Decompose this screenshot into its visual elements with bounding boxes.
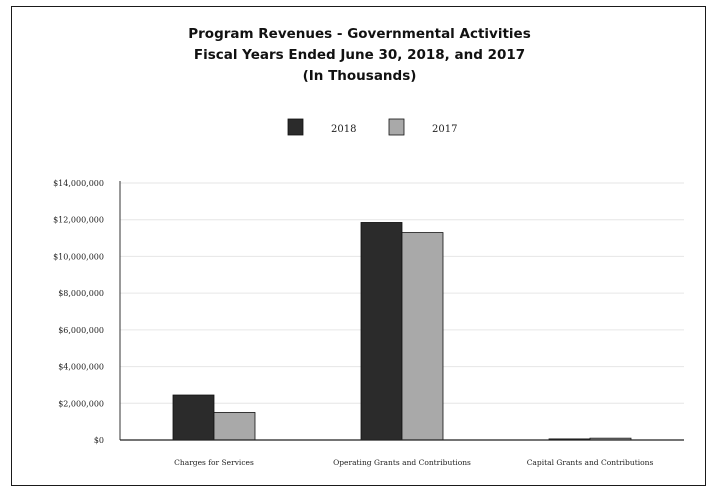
bar-2018-1 xyxy=(172,394,215,441)
y-tick-label: $10,000,000 xyxy=(53,252,104,261)
x-category-label: Operating Grants and Contributions xyxy=(333,458,471,467)
chart-legend: 2018 2017 xyxy=(287,118,457,136)
x-category-label: Charges for Services xyxy=(174,458,254,467)
y-tick-label: $6,000,000 xyxy=(58,326,104,335)
bar-2018-2 xyxy=(360,222,403,441)
y-tick-label: $4,000,000 xyxy=(58,363,104,372)
y-tick-label: $0 xyxy=(94,436,104,445)
chart-title-line-1: Program Revenues - Governmental Activiti… xyxy=(188,26,531,42)
x-category-label: Capital Grants and Contributions xyxy=(527,458,654,467)
chart-title-line-3: (In Thousands) xyxy=(302,68,417,84)
legend-swatch-2017 xyxy=(388,118,405,136)
bar-2017-1 xyxy=(213,412,256,441)
chart-title: Program Revenues - Governmental Activiti… xyxy=(0,24,719,87)
y-axis: $0 $2,000,000 $4,000,000 $6,000,000 $8,000,0… xyxy=(53,179,121,445)
y-tick-label: $2,000,000 xyxy=(58,399,104,408)
y-tick-label: $14,000,000 xyxy=(53,179,104,188)
legend-swatch-2018 xyxy=(287,118,304,136)
y-tick-label: $12,000,000 xyxy=(53,216,104,225)
chart-frame xyxy=(11,6,706,486)
legend-label-2018: 2018 xyxy=(331,124,356,135)
bar-2017-2 xyxy=(401,232,444,441)
x-axis: Charges for Services Operating Grants and… xyxy=(120,439,684,467)
legend-label-2017: 2017 xyxy=(432,124,457,135)
chart-title-line-2: Fiscal Years Ended June 30, 2018, and 20… xyxy=(193,47,526,63)
y-tick-label: $8,000,000 xyxy=(58,289,104,298)
bars xyxy=(172,222,632,441)
